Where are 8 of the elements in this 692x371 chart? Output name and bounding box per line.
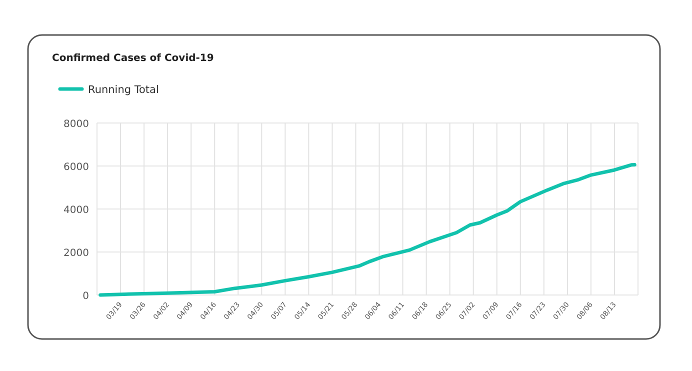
line-series [98,162,636,297]
y-tick-label: 4000 [64,205,89,216]
legend-label: Running Total [88,84,159,96]
chart-title: Confirmed Cases of Covid-19 [52,53,214,64]
y-tick-label: 8000 [64,119,89,130]
y-tick-label: 0 [82,291,89,302]
y-tick-label: 2000 [64,248,89,259]
y-tick-label: 6000 [64,162,89,173]
